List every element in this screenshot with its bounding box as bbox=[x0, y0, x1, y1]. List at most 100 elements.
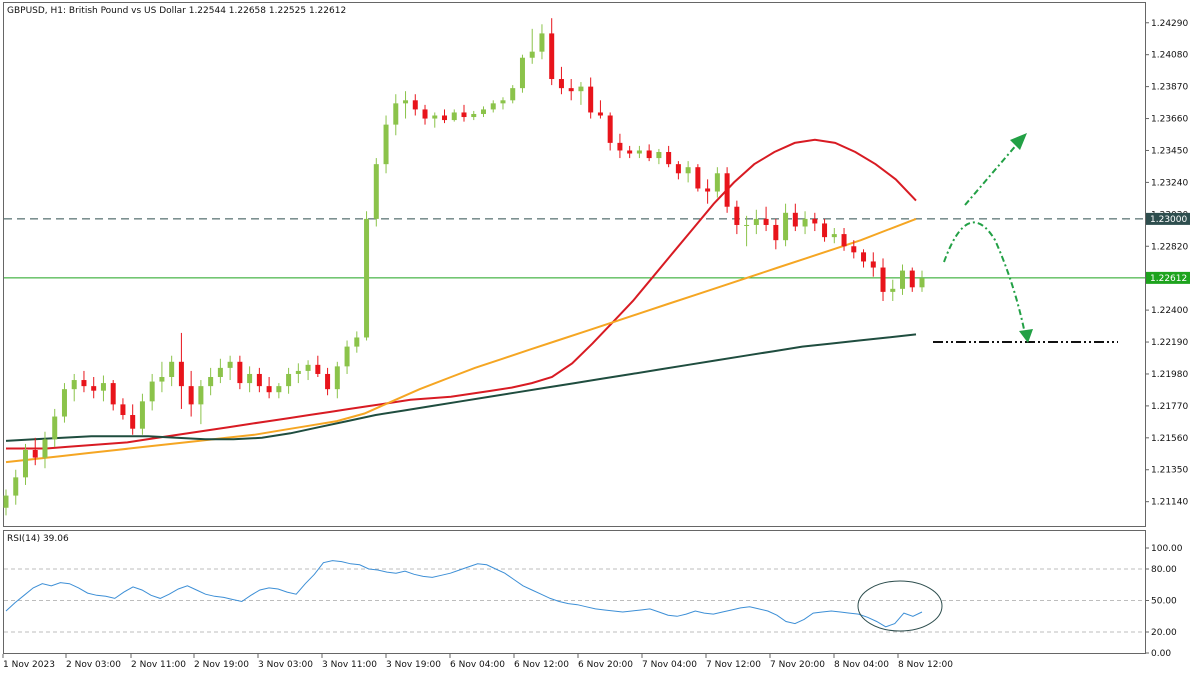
price-tick-label: 1.24290 bbox=[1151, 19, 1188, 29]
candle-body bbox=[695, 167, 701, 189]
candle-body bbox=[334, 366, 340, 390]
candle-body bbox=[802, 218, 808, 227]
candle-body bbox=[256, 373, 262, 387]
candle-body bbox=[22, 449, 28, 478]
candle-body bbox=[247, 373, 253, 384]
candle-body bbox=[558, 79, 564, 89]
candle-body bbox=[870, 261, 876, 268]
candle-body bbox=[286, 373, 292, 387]
candle-body bbox=[627, 150, 633, 154]
candle-body bbox=[61, 389, 67, 417]
price-tick-label: 1.21560 bbox=[1151, 434, 1188, 444]
time-tick-label: 1 Nov 2023 bbox=[3, 660, 55, 670]
candle-body bbox=[861, 252, 867, 262]
candle-body bbox=[13, 477, 19, 496]
candle-body bbox=[198, 386, 204, 405]
grid-lines bbox=[4, 568, 1145, 633]
candle-body bbox=[510, 88, 516, 101]
candle-body bbox=[383, 124, 389, 165]
candle-body bbox=[373, 164, 379, 219]
price-tick-label: 1.23240 bbox=[1151, 178, 1188, 188]
time-tick-label: 2 Nov 03:00 bbox=[66, 660, 121, 670]
time-tick-label: 7 Nov 20:00 bbox=[770, 660, 825, 670]
time-tick-label: 6 Nov 12:00 bbox=[514, 660, 569, 670]
candle-body bbox=[841, 234, 847, 247]
candle-body bbox=[617, 142, 623, 151]
time-tick-label: 2 Nov 11:00 bbox=[131, 660, 186, 670]
price-tick-label: 1.23870 bbox=[1151, 83, 1188, 93]
candle-body bbox=[568, 88, 574, 92]
candle-body bbox=[763, 218, 769, 225]
candle-body bbox=[364, 218, 370, 338]
candle-body bbox=[636, 150, 642, 154]
candle-body bbox=[393, 103, 399, 125]
time-tick-label: 6 Nov 04:00 bbox=[450, 660, 505, 670]
arrow-head-down-icon bbox=[1019, 329, 1033, 344]
moving-average-line bbox=[5, 217, 917, 464]
candle-body bbox=[91, 386, 97, 391]
candle-body bbox=[227, 361, 233, 368]
arrow-head-up-icon bbox=[1010, 133, 1027, 150]
candlesticks bbox=[3, 18, 925, 516]
rsi-tick-label: 20.00 bbox=[1151, 628, 1177, 638]
candle-body bbox=[705, 188, 711, 192]
time-tick-label: 2 Nov 19:00 bbox=[194, 660, 249, 670]
candle-body bbox=[295, 370, 301, 374]
candle-body bbox=[851, 246, 857, 253]
candle-body bbox=[188, 386, 194, 405]
rsi-tick-label: 100.00 bbox=[1151, 544, 1183, 554]
candle-body bbox=[442, 115, 448, 121]
candle-body bbox=[539, 33, 545, 52]
candle-body bbox=[831, 234, 837, 238]
price-tick-label: 1.22820 bbox=[1151, 242, 1188, 252]
candle-body bbox=[607, 115, 613, 143]
candle-body bbox=[646, 150, 652, 159]
price-panel-frame bbox=[3, 2, 1146, 527]
candle-body bbox=[812, 218, 818, 224]
price-tick-label: 1.22400 bbox=[1151, 306, 1188, 316]
candle-body bbox=[169, 361, 175, 378]
candle-body bbox=[354, 337, 360, 347]
candle-body bbox=[783, 212, 789, 241]
time-tick-label: 3 Nov 03:00 bbox=[258, 660, 313, 670]
time-tick-label: 8 Nov 12:00 bbox=[898, 660, 953, 670]
price-tick-label: 1.21770 bbox=[1151, 402, 1188, 412]
rsi-tick-label: 80.00 bbox=[1151, 565, 1177, 575]
current-price-tag bbox=[1146, 271, 1190, 284]
price-tick-label: 1.21980 bbox=[1151, 370, 1188, 380]
candle-body bbox=[597, 112, 603, 116]
rsi-panel-frame bbox=[3, 530, 1146, 654]
candle-body bbox=[549, 33, 555, 80]
candle-body bbox=[822, 223, 828, 238]
candle-body bbox=[461, 112, 467, 118]
candle-body bbox=[276, 386, 282, 393]
candle-body bbox=[919, 278, 925, 288]
candle-body bbox=[792, 212, 798, 227]
candle-body bbox=[81, 380, 87, 387]
candle-body bbox=[149, 381, 155, 402]
candle-body bbox=[753, 218, 759, 225]
price-tick-label: 1.23450 bbox=[1151, 146, 1188, 156]
candle-body bbox=[178, 361, 184, 387]
resistance-price-tag bbox=[1146, 212, 1190, 225]
rsi-line bbox=[5, 560, 923, 628]
candle-body bbox=[675, 164, 681, 174]
candle-body bbox=[480, 109, 486, 114]
candle-body bbox=[714, 173, 720, 192]
candle-body bbox=[412, 100, 418, 110]
candle-body bbox=[909, 270, 915, 288]
candle-body bbox=[315, 364, 321, 374]
rsi-tick-label: 50.00 bbox=[1151, 597, 1177, 607]
candle-body bbox=[344, 346, 350, 367]
candle-body bbox=[471, 113, 477, 118]
price-tick-label: 1.22190 bbox=[1151, 338, 1188, 348]
rsi-axis: 100.00 80.00 50.00 20.00 0.00 bbox=[1145, 544, 1183, 659]
rsi-polyline bbox=[5, 560, 923, 628]
time-tick-label: 7 Nov 12:00 bbox=[706, 660, 761, 670]
candle-body bbox=[120, 404, 126, 416]
candle-body bbox=[110, 383, 116, 405]
candle-body bbox=[266, 386, 272, 393]
candle-body bbox=[529, 51, 535, 58]
candle-body bbox=[422, 109, 428, 119]
